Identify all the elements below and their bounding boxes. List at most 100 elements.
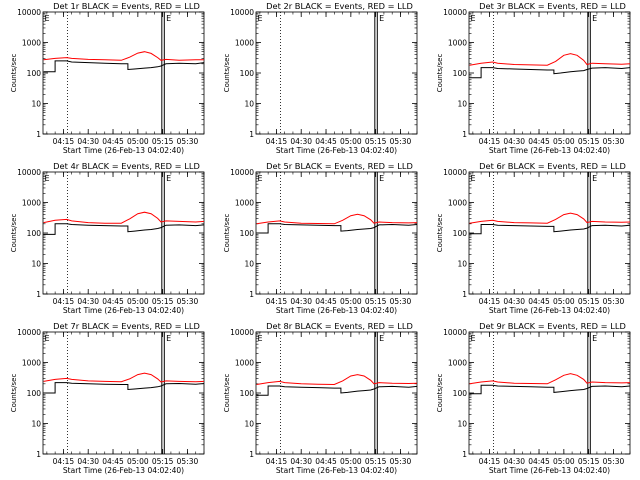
detector-panel-5: Det 5r BLACK = Events, RED = LLD 1 10 100 10…: [223, 161, 418, 315]
y-tick-label: 100: [27, 229, 42, 238]
y-tick-label: 100: [453, 69, 468, 78]
x-axis-label: Start Time (26-Feb-13 04:02:40): [63, 146, 184, 155]
x-tick-label: 05:15: [152, 137, 174, 146]
y-tick-label: 1000: [22, 199, 41, 208]
x-tick-label: 05:15: [578, 297, 600, 306]
panel-title: Det 6r BLACK = Events, RED = LLD: [479, 161, 626, 171]
lld-series-line: [256, 374, 418, 386]
y-tick-label: 100: [240, 229, 255, 238]
marker-label: E: [258, 174, 263, 183]
marker-label: E: [592, 174, 597, 183]
x-tick-label: 05:15: [152, 297, 174, 306]
x-tick-label: 05:30: [603, 457, 625, 466]
detector-panel-4: Det 4r BLACK = Events, RED = LLD 1 10 100 10…: [10, 161, 205, 315]
marker-label: E: [45, 334, 50, 343]
x-tick-label: 05:30: [390, 297, 412, 306]
x-tick-label: 04:15: [479, 297, 501, 306]
x-tick-label: 05:00: [340, 137, 362, 146]
y-axis-label: Counts/sec: [10, 214, 18, 253]
y-tick-label: 10: [457, 420, 467, 429]
y-tick-label: 10: [31, 420, 41, 429]
marker-label: E: [379, 334, 384, 343]
panel-title: Det 2r BLACK = Events, RED = LLD: [266, 1, 413, 11]
x-tick-label: 05:00: [127, 297, 149, 306]
y-tick-label: 10: [244, 100, 254, 109]
x-tick-label: 04:15: [53, 137, 75, 146]
x-tick-label: 04:30: [503, 137, 525, 146]
x-tick-label: 05:15: [365, 137, 387, 146]
marker-label: E: [45, 14, 50, 23]
events-series-line: [43, 223, 205, 235]
lld-series-line: [469, 212, 631, 224]
detector-panel-8: Det 8r BLACK = Events, RED = LLD 1 10 100 10…: [223, 321, 418, 475]
x-tick-label: 04:30: [503, 457, 525, 466]
panel-title: Det 1r BLACK = Events, RED = LLD: [53, 1, 200, 11]
x-tick-label: 04:45: [315, 457, 337, 466]
lld-series-line: [43, 372, 205, 383]
x-axis-label: Start Time (26-Feb-13 04:02:40): [63, 306, 184, 315]
events-series-line: [256, 223, 418, 234]
y-tick-label: 1: [36, 290, 41, 299]
x-tick-label: 05:00: [553, 297, 575, 306]
x-tick-label: 05:00: [127, 457, 149, 466]
x-tick-label: 04:30: [290, 457, 312, 466]
x-tick-label: 04:15: [266, 297, 288, 306]
x-tick-label: 05:30: [390, 457, 412, 466]
y-axis-label: Counts/sec: [436, 214, 444, 253]
detector-panel-2: Det 2r BLACK = Events, RED = LLD 1 10 100 10…: [223, 1, 418, 155]
x-tick-label: 04:45: [315, 297, 337, 306]
x-tick-label: 05:00: [127, 137, 149, 146]
y-axis-label: Counts/sec: [223, 374, 231, 413]
x-tick-label: 04:45: [528, 297, 550, 306]
x-tick-label: 05:30: [603, 297, 625, 306]
y-tick-label: 10000: [230, 168, 254, 177]
x-tick-label: 04:30: [503, 297, 525, 306]
y-tick-label: 10: [457, 260, 467, 269]
x-axis-label: Start Time (26-Feb-13 04:02:40): [489, 306, 610, 315]
panel-title: Det 5r BLACK = Events, RED = LLD: [266, 161, 413, 171]
detector-panel-1: Det 1r BLACK = Events, RED = LLD 1 10 100 10…: [10, 1, 205, 155]
x-tick-label: 05:30: [177, 137, 199, 146]
lld-series-line: [469, 53, 631, 66]
x-tick-label: 04:45: [102, 297, 124, 306]
y-tick-label: 10000: [443, 328, 467, 337]
marker-label: E: [258, 14, 263, 23]
y-tick-label: 10000: [17, 328, 41, 337]
detector-panel-6: Det 6r BLACK = Events, RED = LLD 1 10 100 10…: [436, 161, 631, 315]
y-tick-label: 10: [31, 260, 41, 269]
marker-label: E: [258, 334, 263, 343]
y-tick-label: 1: [462, 130, 467, 139]
marker-label: E: [592, 14, 597, 23]
y-axis-label: Counts/sec: [10, 54, 18, 93]
x-tick-label: 05:15: [365, 297, 387, 306]
y-tick-label: 1: [36, 450, 41, 459]
marker-label: E: [166, 334, 171, 343]
y-tick-label: 1: [249, 290, 254, 299]
events-series-line: [469, 224, 631, 235]
x-axis-label: Start Time (26-Feb-13 04:02:40): [63, 466, 184, 475]
x-tick-label: 04:45: [528, 137, 550, 146]
x-axis-label: Start Time (26-Feb-13 04:02:40): [276, 466, 397, 475]
x-tick-label: 05:00: [340, 297, 362, 306]
x-tick-label: 05:00: [340, 457, 362, 466]
y-axis-label: Counts/sec: [10, 374, 18, 413]
marker-label: E: [166, 14, 171, 23]
x-tick-label: 05:15: [578, 137, 600, 146]
x-tick-label: 05:30: [177, 297, 199, 306]
y-tick-label: 1: [249, 450, 254, 459]
x-tick-label: 04:45: [102, 137, 124, 146]
x-axis-label: Start Time (26-Feb-13 04:02:40): [276, 146, 397, 155]
y-tick-label: 1: [462, 290, 467, 299]
marker-label: E: [379, 14, 384, 23]
y-tick-label: 1000: [22, 39, 41, 48]
y-axis-label: Counts/sec: [436, 374, 444, 413]
panel-title: Det 8r BLACK = Events, RED = LLD: [266, 321, 413, 331]
y-tick-label: 1000: [235, 359, 254, 368]
x-tick-label: 04:15: [479, 137, 501, 146]
events-series-line: [43, 382, 205, 394]
lld-series-line: [43, 211, 205, 224]
x-tick-label: 04:30: [77, 137, 99, 146]
x-tick-label: 05:15: [578, 457, 600, 466]
y-tick-label: 1: [36, 130, 41, 139]
x-tick-label: 05:30: [390, 137, 412, 146]
